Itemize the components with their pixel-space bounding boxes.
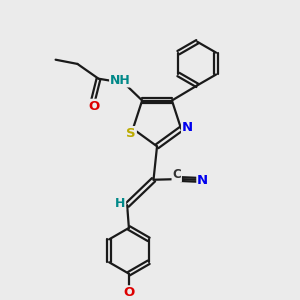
Text: S: S	[126, 127, 136, 140]
Text: O: O	[123, 286, 134, 299]
Text: H: H	[115, 197, 125, 210]
Text: NH: NH	[110, 74, 131, 87]
Text: O: O	[88, 100, 100, 112]
Text: N: N	[182, 121, 193, 134]
Text: N: N	[197, 174, 208, 187]
Text: C: C	[172, 168, 181, 181]
